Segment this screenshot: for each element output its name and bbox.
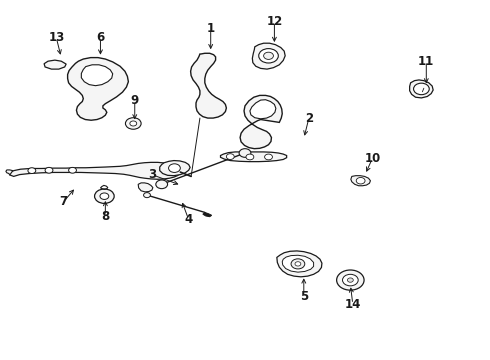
Circle shape [264, 52, 273, 59]
Circle shape [265, 154, 272, 160]
Polygon shape [203, 212, 212, 217]
Text: 11: 11 [418, 55, 435, 68]
Polygon shape [252, 43, 285, 69]
Polygon shape [410, 80, 433, 98]
Text: 5: 5 [300, 291, 308, 303]
Circle shape [226, 154, 234, 159]
Polygon shape [277, 251, 322, 277]
Circle shape [291, 259, 305, 269]
Text: 3: 3 [148, 168, 156, 181]
Text: 14: 14 [344, 298, 361, 311]
Circle shape [69, 167, 76, 173]
Circle shape [239, 149, 251, 157]
Polygon shape [240, 95, 282, 149]
Polygon shape [160, 161, 190, 176]
Text: 4: 4 [185, 213, 193, 226]
Circle shape [347, 278, 353, 282]
Text: 1: 1 [207, 22, 215, 35]
Text: 2: 2 [305, 112, 313, 125]
Text: 13: 13 [48, 31, 65, 44]
Circle shape [100, 193, 109, 199]
Circle shape [343, 274, 358, 286]
Circle shape [95, 189, 114, 203]
Text: 10: 10 [364, 152, 381, 165]
Circle shape [28, 168, 36, 174]
Circle shape [414, 83, 429, 95]
Circle shape [356, 177, 365, 184]
Polygon shape [191, 53, 226, 118]
Polygon shape [351, 176, 370, 186]
Circle shape [125, 118, 141, 129]
Circle shape [295, 262, 301, 266]
Polygon shape [282, 255, 314, 272]
Circle shape [337, 270, 364, 290]
Polygon shape [81, 65, 113, 86]
Text: 12: 12 [266, 15, 283, 28]
Polygon shape [250, 100, 276, 119]
Circle shape [144, 193, 150, 198]
Polygon shape [220, 152, 287, 162]
Circle shape [169, 164, 180, 172]
Text: 8: 8 [101, 210, 109, 222]
Polygon shape [6, 170, 13, 175]
Circle shape [259, 49, 278, 63]
Text: 7: 7 [60, 195, 68, 208]
Circle shape [45, 167, 53, 173]
Text: 6: 6 [97, 31, 104, 44]
Polygon shape [44, 60, 66, 69]
Circle shape [130, 121, 137, 126]
Polygon shape [10, 162, 181, 179]
Polygon shape [138, 183, 153, 192]
Circle shape [156, 180, 168, 189]
Polygon shape [68, 58, 128, 120]
Circle shape [246, 154, 254, 160]
Text: 9: 9 [131, 94, 139, 107]
